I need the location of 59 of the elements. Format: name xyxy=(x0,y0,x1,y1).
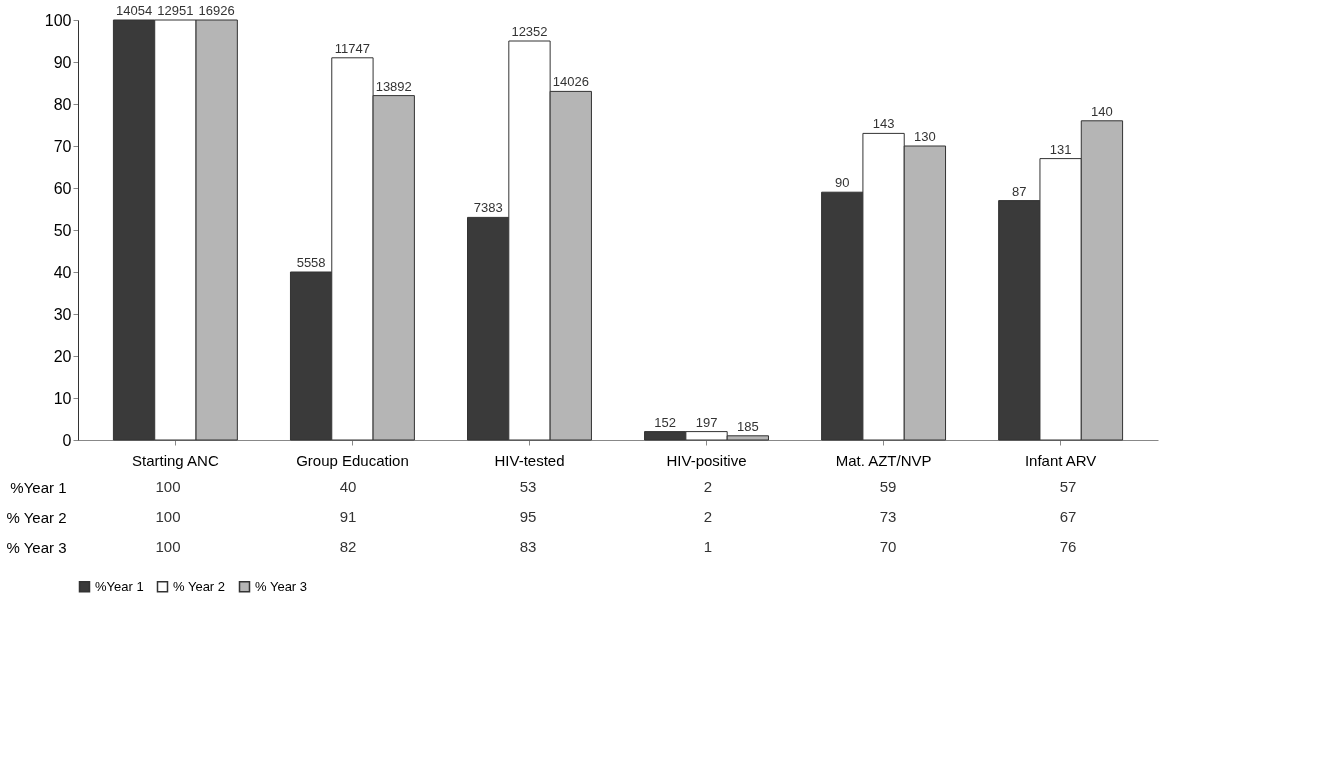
x-tick-label: HIV-tested xyxy=(494,451,565,469)
x-tick-label: Infant ARV xyxy=(1024,451,1097,469)
x-tick-label: Mat. AZT/NVP xyxy=(835,451,932,469)
annotation: 87 xyxy=(1012,183,1027,199)
text: 14054 xyxy=(115,3,153,18)
x-tick-label: Starting ANC xyxy=(132,451,219,469)
data-label: 67 xyxy=(1059,508,1077,525)
y-tick-label: 30 xyxy=(53,305,72,323)
x-tick-label: HIV-positive xyxy=(666,451,747,469)
annotation: 131 xyxy=(1049,141,1072,157)
data-label: 100 xyxy=(155,508,181,525)
data-label: 95 xyxy=(519,508,537,525)
y-tick-label: 50 xyxy=(53,221,72,239)
data-label: 2 xyxy=(703,508,713,525)
annotation: 11747 xyxy=(334,40,371,56)
y-tick-label: 90 xyxy=(53,53,72,71)
annotation: 185 xyxy=(736,418,759,434)
text: 12951 xyxy=(157,3,194,18)
data-label: 100 xyxy=(155,538,181,555)
data-label: 100 xyxy=(155,478,181,495)
text: % Year 2 xyxy=(6,508,67,526)
y-tick-label: 70 xyxy=(53,137,72,155)
y-tick-label: 100 xyxy=(44,11,72,29)
data-label: 91 xyxy=(339,508,357,525)
data-label: 2 xyxy=(703,478,713,495)
y-tick-label: 20 xyxy=(53,347,72,365)
annotation: 7383 xyxy=(473,200,503,216)
data-label: 82 xyxy=(339,538,357,555)
annotation: 152 xyxy=(654,414,677,430)
annotation: 143 xyxy=(872,116,895,132)
annotation: 13892 xyxy=(375,78,412,94)
data-label: 53 xyxy=(519,478,537,495)
data-label: 40 xyxy=(339,478,357,495)
legend-label: % Year 3 xyxy=(255,578,308,594)
x-tick-label: Group Education xyxy=(296,451,409,469)
data-label: 1 xyxy=(703,538,713,555)
data-label: 73 xyxy=(879,508,897,525)
data-label: 76 xyxy=(1059,538,1077,555)
annotation: 140 xyxy=(1091,103,1113,119)
legend-label: % Year 2 xyxy=(173,578,226,594)
data-label: 70 xyxy=(879,538,897,555)
annotation: 90 xyxy=(835,175,850,191)
data-label: 59 xyxy=(879,478,897,495)
text: 16926 xyxy=(198,3,235,18)
annotation: 12352 xyxy=(511,24,548,39)
annotation: 197 xyxy=(695,414,718,430)
y-tick-label: 40 xyxy=(53,263,72,281)
y-tick-label: 60 xyxy=(53,179,72,197)
annotation: 5558 xyxy=(296,255,326,270)
text: %Year 1 xyxy=(10,478,67,496)
y-tick-label: 0 xyxy=(62,431,72,449)
legend-label: %Year 1 xyxy=(95,578,144,594)
annotation: 130 xyxy=(914,129,936,144)
y-tick-label: 80 xyxy=(53,95,72,113)
y-tick-label: 10 xyxy=(53,389,72,407)
data-label: 83 xyxy=(519,538,537,555)
annotation: 14026 xyxy=(552,74,589,90)
text: % Year 3 xyxy=(6,538,67,556)
data-label: 57 xyxy=(1059,478,1077,495)
